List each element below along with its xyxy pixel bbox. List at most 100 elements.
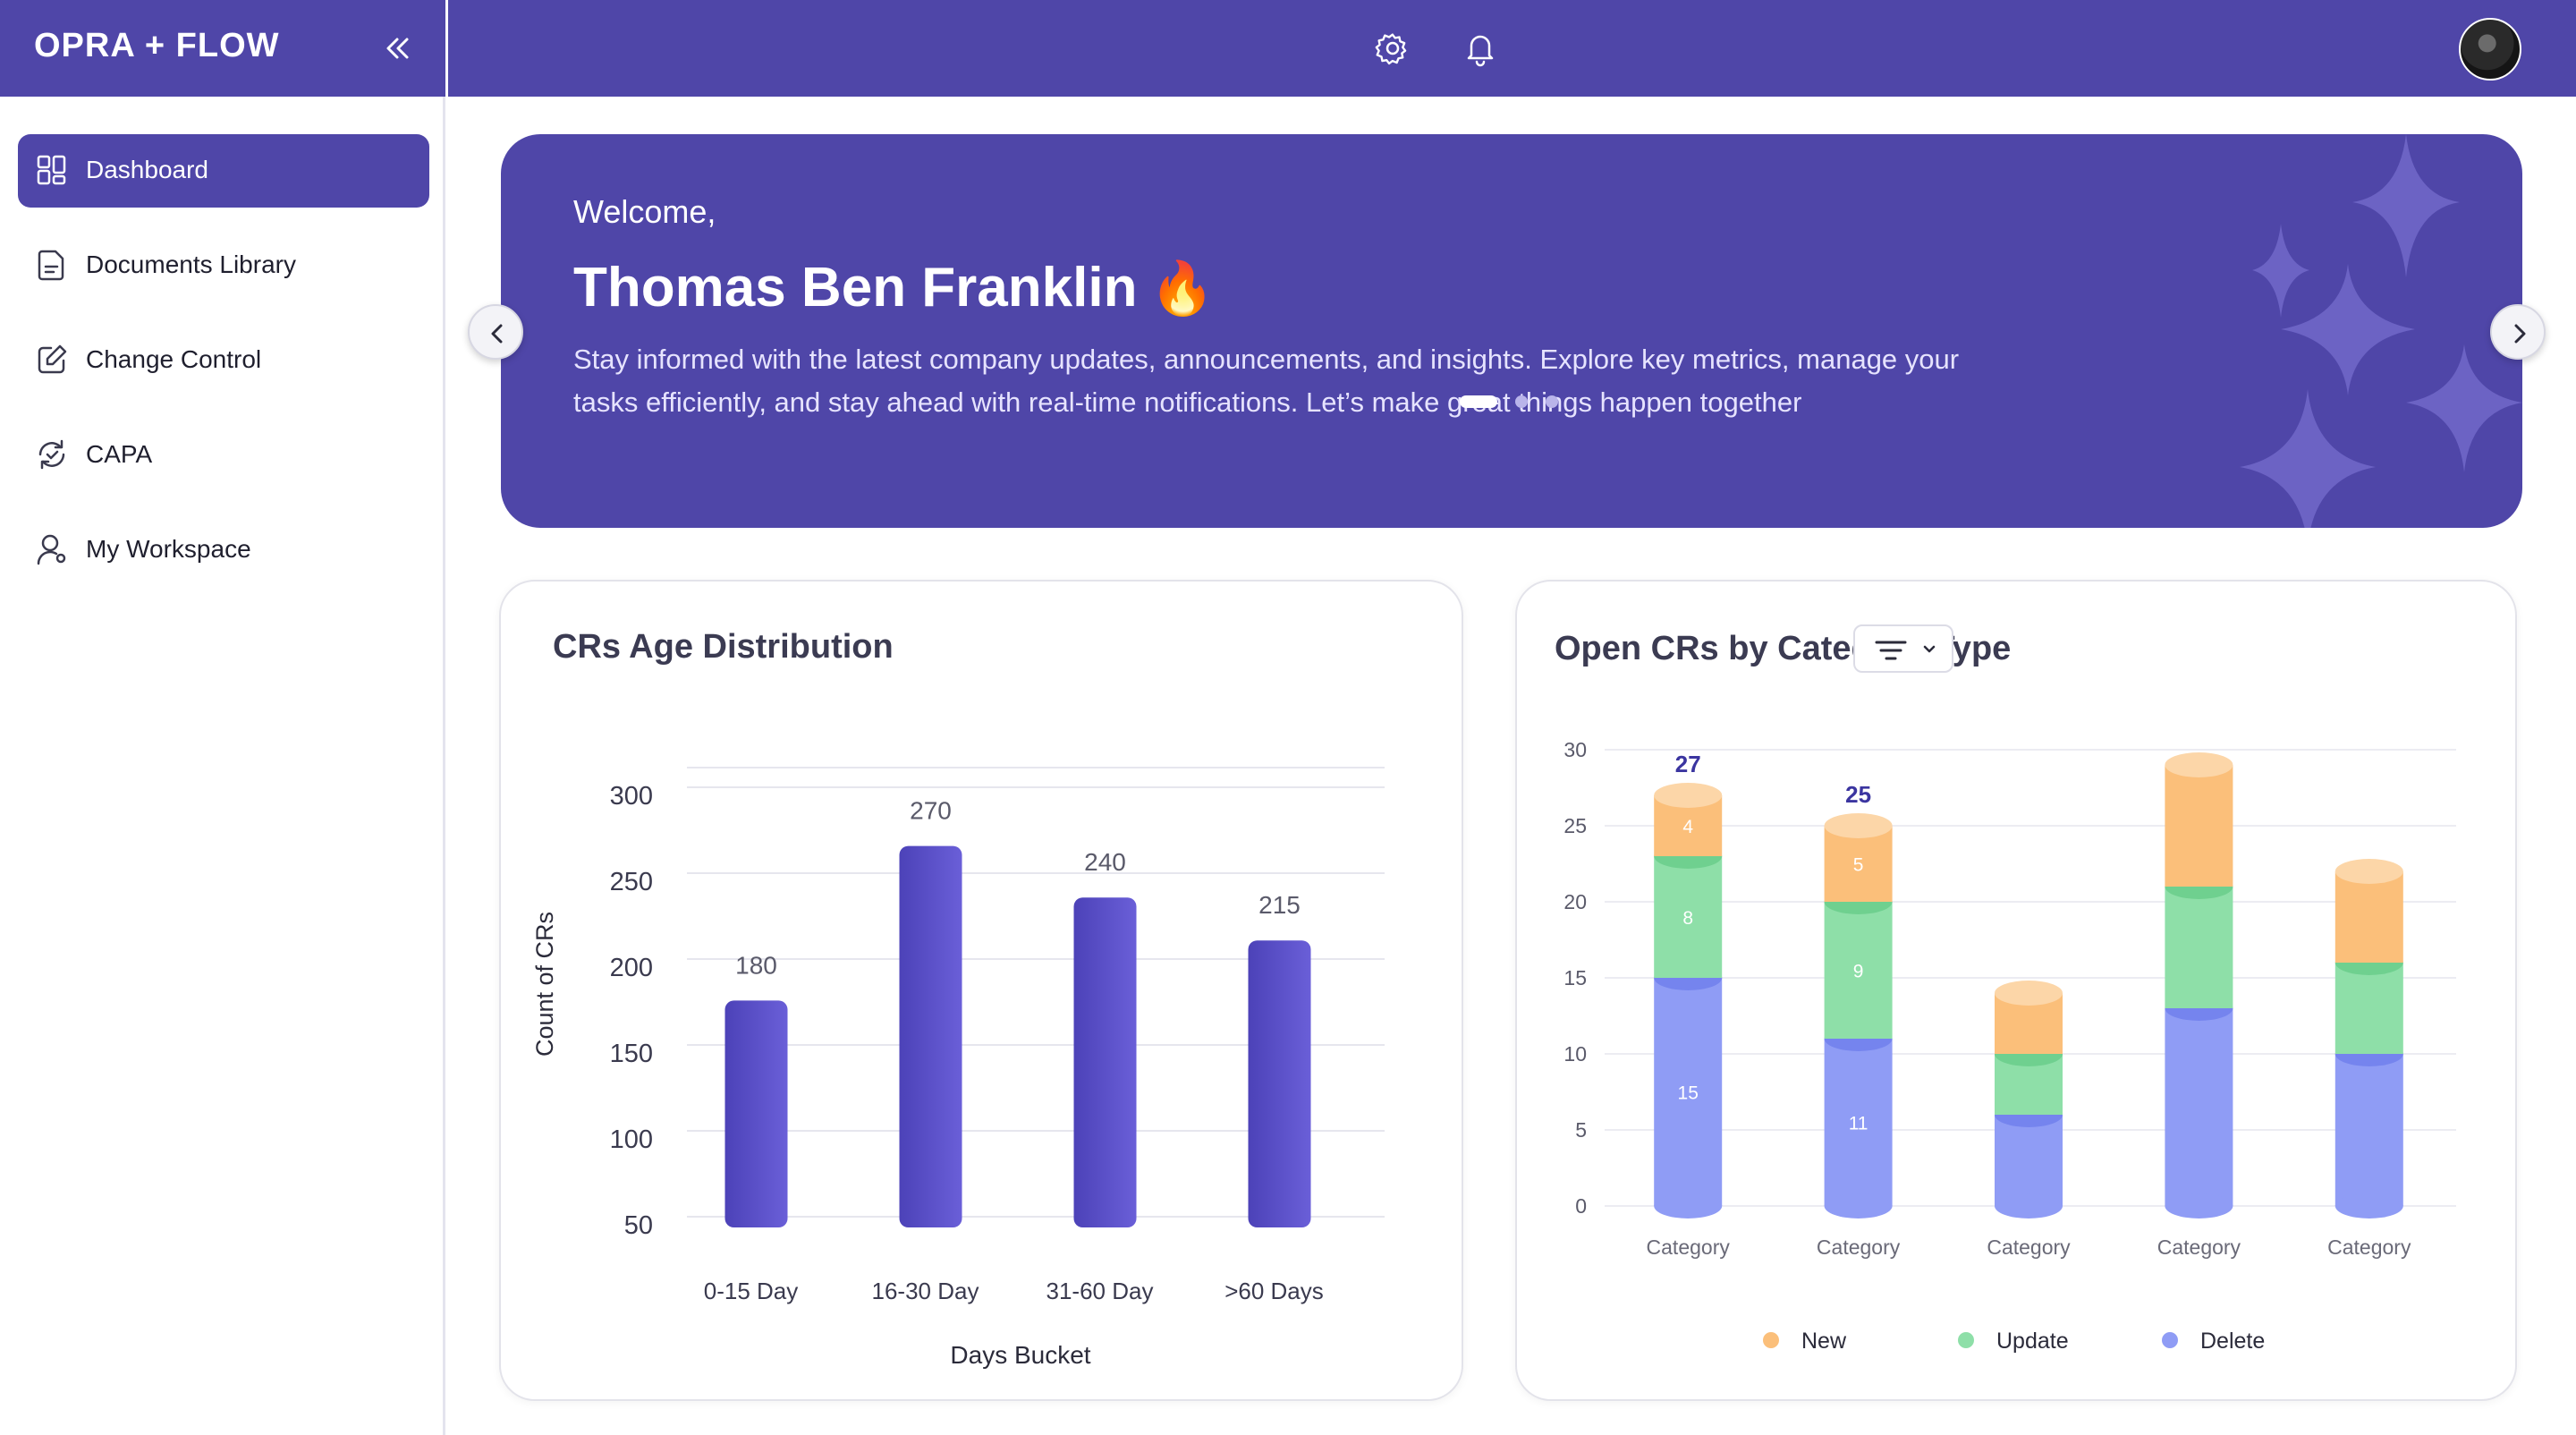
stack-segment — [1995, 1115, 2063, 1206]
fire-icon: 🔥 — [1149, 259, 1215, 318]
sidebar-item-label: Dashboard — [86, 156, 208, 183]
stack-total-label: 27 — [1675, 751, 1701, 777]
sidebar-item-label: Documents Library — [86, 250, 296, 278]
sidebar-item-label: My Workspace — [86, 535, 251, 563]
bar-value-label: 215 — [1258, 891, 1301, 919]
bar — [1073, 897, 1137, 1227]
banner-description: Stay informed with the latest company up… — [573, 344, 1960, 418]
segment-bottom-cap — [1824, 1193, 1893, 1218]
x-tick-label: Category — [2327, 1235, 2411, 1259]
y-tick-label: 200 — [610, 954, 653, 982]
y-axis-label: Count of CRs — [531, 912, 558, 1057]
segment-top-cap — [1824, 813, 1893, 838]
carousel-next-button[interactable] — [2490, 304, 2546, 360]
sidebar-item-my-workspace[interactable]: My Workspace — [18, 514, 429, 587]
y-tick-label: 30 — [1563, 738, 1587, 761]
sidebar-item-documents-library[interactable]: Documents Library — [18, 229, 429, 302]
legend-label: New — [1801, 1329, 1847, 1354]
filter-dropdown-button[interactable] — [1853, 624, 1953, 673]
stack-segment — [1824, 902, 1893, 1039]
sidebar: OPRA + FLOW Dashboard Documents Library — [0, 0, 445, 1435]
cycle-icon — [38, 439, 65, 470]
segment-value-label: 15 — [1678, 1083, 1699, 1104]
legend-label: Delete — [2200, 1329, 2265, 1354]
y-tick-label: 15 — [1563, 966, 1587, 989]
dashboard-icon — [37, 155, 66, 185]
bar-value-label: 270 — [910, 797, 952, 825]
carousel-dot-1[interactable] — [1460, 395, 1497, 408]
age-distribution-chart: 50 100 150 200 250 300 180 0-15 Day 270 16-30 Day… — [531, 767, 1385, 1369]
x-tick-label: Category — [1987, 1235, 2071, 1259]
y-tick-label: 250 — [610, 868, 653, 896]
document-icon — [38, 250, 64, 281]
chevron-right-icon — [2514, 324, 2526, 344]
stack-segment — [2165, 1008, 2233, 1206]
segment-bottom-cap — [1654, 1193, 1723, 1218]
bell-icon — [1467, 35, 1494, 67]
sidebar-item-label: CAPA — [86, 440, 153, 468]
y-tick-label: 20 — [1563, 890, 1587, 913]
double-chevron-left-icon — [386, 38, 409, 59]
segment-value-label: 4 — [1682, 817, 1693, 837]
sparkle-decoration — [2240, 134, 2522, 528]
segment-bottom-cap — [2334, 1193, 2403, 1218]
legend-label: Update — [1996, 1329, 2069, 1354]
segment-value-label: 9 — [1853, 962, 1864, 982]
legend-swatch — [1958, 1332, 1974, 1348]
top-bar — [448, 0, 2576, 97]
stack-segment — [2165, 765, 2233, 887]
user-icon — [37, 534, 66, 565]
segment-bottom-cap — [2165, 1193, 2233, 1218]
stack-segment — [1654, 978, 1723, 1206]
x-axis-label: Days Bucket — [950, 1341, 1090, 1369]
bar — [1248, 940, 1311, 1227]
carousel-dot-2[interactable] — [1515, 395, 1528, 408]
x-tick-label: Category — [1817, 1235, 1901, 1259]
sidebar-item-dashboard[interactable]: Dashboard — [18, 134, 429, 208]
stack-segment — [1654, 856, 1723, 978]
segment-top-cap — [2334, 859, 2403, 884]
carousel-dot-3[interactable] — [1546, 395, 1558, 408]
banner-greeting: Welcome, — [573, 193, 716, 230]
stack-segment — [2334, 963, 2403, 1054]
brand-header: OPRA + FLOW — [0, 0, 445, 97]
bar — [724, 1000, 788, 1227]
stack-segment — [1824, 826, 1893, 902]
segment-top-cap — [2165, 752, 2233, 777]
sidebar-item-capa[interactable]: CAPA — [18, 419, 429, 492]
banner-user-name: Thomas Ben Franklin 🔥 — [573, 256, 1215, 319]
y-tick-label: 50 — [624, 1211, 653, 1240]
welcome-banner: Welcome, Thomas Ben Franklin 🔥 Stay infor… — [501, 134, 2522, 528]
stack-total-label: 25 — [1845, 781, 1871, 808]
age-distribution-title: CRs Age Distribution — [553, 628, 894, 666]
segment-top-cap — [1995, 981, 2063, 1006]
stack-segment — [1824, 1039, 1893, 1206]
stack-segment — [2165, 887, 2233, 1008]
segment-value-label: 5 — [1853, 855, 1864, 876]
segment-value-label: 11 — [1849, 1114, 1868, 1134]
x-tick-label: 0-15 Day — [704, 1278, 799, 1304]
filter-icon — [1875, 641, 1936, 660]
bar-value-label: 180 — [735, 951, 777, 979]
bar-value-label: 240 — [1084, 848, 1126, 876]
notifications-button[interactable] — [1461, 29, 1500, 68]
avatar[interactable] — [2459, 18, 2521, 81]
x-tick-label: Category — [2157, 1235, 2241, 1259]
settings-button[interactable] — [1373, 29, 1412, 68]
y-tick-label: 10 — [1563, 1042, 1587, 1066]
x-tick-label: Category — [1647, 1235, 1731, 1259]
carousel-prev-button[interactable] — [468, 304, 523, 360]
y-tick-label: 5 — [1575, 1118, 1587, 1142]
stack-segment — [2334, 871, 2403, 963]
y-tick-label: 100 — [610, 1125, 653, 1154]
x-tick-label: 16-30 Day — [872, 1278, 979, 1304]
segment-top-cap — [1654, 783, 1723, 808]
collapse-sidebar-button[interactable] — [379, 30, 415, 66]
legend-swatch — [2162, 1332, 2178, 1348]
stack-segment — [2334, 1054, 2403, 1206]
bar — [899, 845, 962, 1227]
sidebar-item-label: Change Control — [86, 345, 262, 373]
sidebar-item-change-control[interactable]: Change Control — [18, 324, 429, 397]
brand-logo: OPRA + FLOW — [34, 27, 280, 64]
legend-swatch — [1763, 1332, 1779, 1348]
